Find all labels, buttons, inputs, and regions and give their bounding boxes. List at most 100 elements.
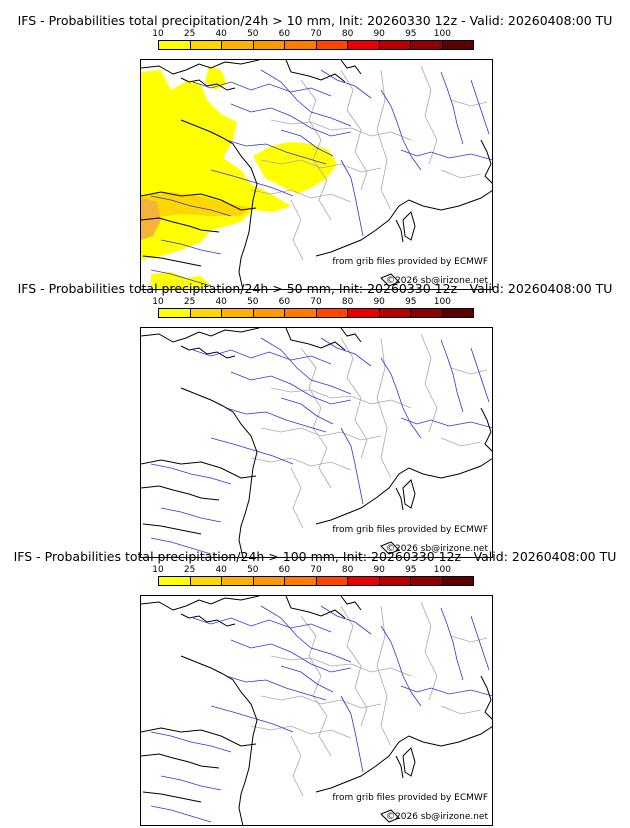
admin-border-line (300, 79, 332, 221)
river-line (260, 337, 352, 395)
colorbar-segment (348, 41, 380, 49)
colorbar-segment (316, 577, 348, 585)
colorbar-tick-labels: 10 25 40 50 60 70 80 90 95 100 (152, 29, 474, 40)
precip-probability-area (205, 66, 227, 90)
river-line (160, 507, 222, 523)
colorbar-segment (222, 309, 254, 317)
coastline (380, 809, 400, 823)
admin-border-line (250, 189, 352, 203)
river-line (225, 407, 327, 433)
colorbar-tick-label: 100 (433, 29, 451, 39)
coastline (402, 479, 416, 509)
river-line (150, 195, 232, 217)
river-line (210, 437, 294, 465)
river-line (380, 357, 422, 439)
coastline (180, 77, 236, 91)
admin-border-line (290, 467, 304, 529)
river-line (150, 463, 232, 485)
river-line (192, 349, 332, 365)
colorbar-tick-label: 100 (433, 565, 451, 575)
coastline (380, 541, 400, 555)
colorbar-segment (379, 577, 411, 585)
river-line (192, 617, 332, 633)
colorbar-segment (253, 41, 285, 49)
river-line (160, 239, 222, 255)
admin-border-line (270, 655, 412, 677)
colorbar-segment (285, 309, 317, 317)
admin-border-line (420, 333, 438, 433)
precip-probability-area (253, 142, 337, 194)
river-line (440, 607, 464, 681)
precipitation-map: from grib files provided by ECMWF ©2026 … (140, 595, 493, 826)
colorbar-segment (159, 41, 191, 49)
colorbar-segment (442, 309, 473, 317)
colorbar-tick-label: 40 (215, 29, 227, 39)
coastline (142, 523, 202, 535)
coastline (315, 458, 492, 525)
river-line (340, 159, 364, 237)
colorbar-tick-label: 95 (405, 565, 417, 575)
colorbar-tick-label: 10 (152, 565, 164, 575)
admin-border-line (290, 199, 304, 261)
river-line (230, 639, 352, 673)
data-source-credit: from grib files provided by ECMWF (332, 793, 488, 803)
coastline (402, 211, 416, 241)
river-line (150, 537, 212, 555)
admin-border-line (250, 725, 352, 739)
coastline (395, 219, 404, 243)
coastline (402, 747, 416, 777)
coastline (141, 727, 257, 747)
river-line (280, 665, 334, 693)
admin-border-line (440, 705, 482, 715)
map-svg (141, 60, 492, 289)
coastline (141, 217, 220, 233)
colorbar-tick-label: 60 (278, 565, 291, 575)
coastline (141, 191, 257, 211)
river-line (400, 417, 492, 429)
coastline (142, 791, 202, 803)
coastline (180, 613, 236, 627)
admin-border-line (270, 387, 412, 409)
precipitation-map: from grib files provided by ECMWF ©2026 … (140, 327, 493, 558)
colorbar-segment (159, 577, 191, 585)
colorbar-segment (222, 577, 254, 585)
coastline (180, 655, 258, 825)
panel-title: IFS - Probabilities total precipitation/… (13, 549, 617, 564)
river-line (230, 371, 352, 405)
colorbar-segment (285, 41, 317, 49)
copyright-credit: ©2026 sb@irizone.net (386, 544, 488, 554)
colorbar-segment (348, 309, 380, 317)
admin-border-line (440, 169, 482, 179)
river-line (440, 339, 464, 413)
river-line (225, 139, 327, 165)
data-source-credit: from grib files provided by ECMWF (332, 525, 488, 535)
admin-border-line (340, 337, 368, 459)
coastline (380, 273, 400, 287)
colorbar-segment (190, 309, 222, 317)
coastline (141, 753, 220, 769)
colorbar-tick-label: 80 (341, 297, 354, 307)
colorbar-segment (222, 41, 254, 49)
admin-border-line (376, 605, 392, 747)
colorbar-tick-label: 95 (405, 29, 417, 39)
colorbar-tick-label: 60 (278, 297, 291, 307)
colorbar-segment (285, 577, 317, 585)
river-line (160, 775, 222, 791)
precip-probability-area (141, 192, 251, 220)
river-line (192, 81, 332, 97)
copyright-credit: ©2026 sb@irizone.net (386, 812, 488, 822)
colorbar-segment (190, 577, 222, 585)
river-line (260, 605, 352, 663)
admin-border-line (450, 367, 488, 375)
coastline (340, 328, 362, 343)
river-line (470, 79, 490, 135)
admin-border-line (376, 69, 392, 211)
colorbar-segment (442, 577, 473, 585)
river-line (320, 337, 372, 367)
colorbar-tick-label: 50 (247, 29, 259, 39)
coastline (395, 487, 404, 511)
river-line (150, 269, 212, 287)
colorbar-segment (253, 577, 285, 585)
admin-border-line (250, 457, 352, 471)
river-line (340, 695, 364, 773)
